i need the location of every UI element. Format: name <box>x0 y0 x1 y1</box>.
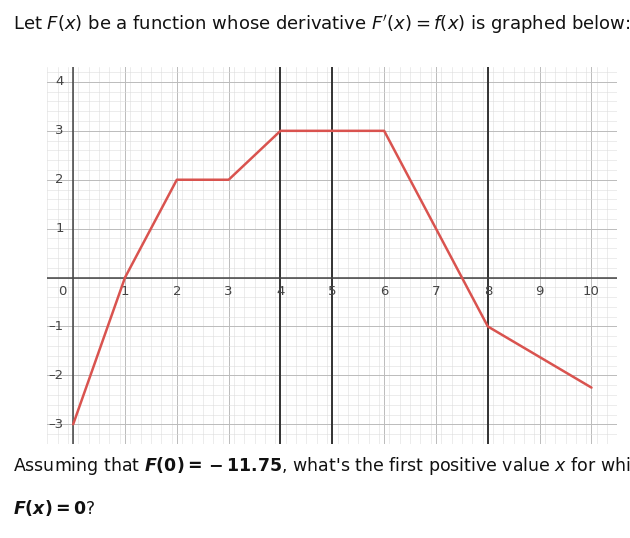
Text: 6: 6 <box>380 285 388 298</box>
Text: 5: 5 <box>328 285 336 298</box>
Text: $\boldsymbol{F(x) = 0}$?: $\boldsymbol{F(x) = 0}$? <box>13 498 95 518</box>
Text: 9: 9 <box>536 285 544 298</box>
Text: Let $F(x)$ be a function whose derivative $F'(x) = f(x)$ is graphed below:: Let $F(x)$ be a function whose derivativ… <box>13 13 630 37</box>
Text: 4: 4 <box>277 285 285 298</box>
Text: 10: 10 <box>583 285 600 298</box>
Text: Assuming that $\boldsymbol{F(0) = -11.75}$, what's the first positive value $x$ : Assuming that $\boldsymbol{F(0) = -11.75… <box>13 455 630 477</box>
Text: 1: 1 <box>121 285 129 298</box>
Text: –1: –1 <box>49 320 64 333</box>
Text: 3: 3 <box>224 285 233 298</box>
Text: 1: 1 <box>55 222 64 235</box>
Text: 8: 8 <box>484 285 492 298</box>
Text: –3: –3 <box>49 418 64 431</box>
Text: 7: 7 <box>432 285 440 298</box>
Text: 4: 4 <box>55 75 64 88</box>
Text: 3: 3 <box>55 124 64 137</box>
Text: 2: 2 <box>55 173 64 186</box>
Text: –2: –2 <box>49 369 64 382</box>
Text: 2: 2 <box>173 285 181 298</box>
Text: 0: 0 <box>59 285 67 298</box>
